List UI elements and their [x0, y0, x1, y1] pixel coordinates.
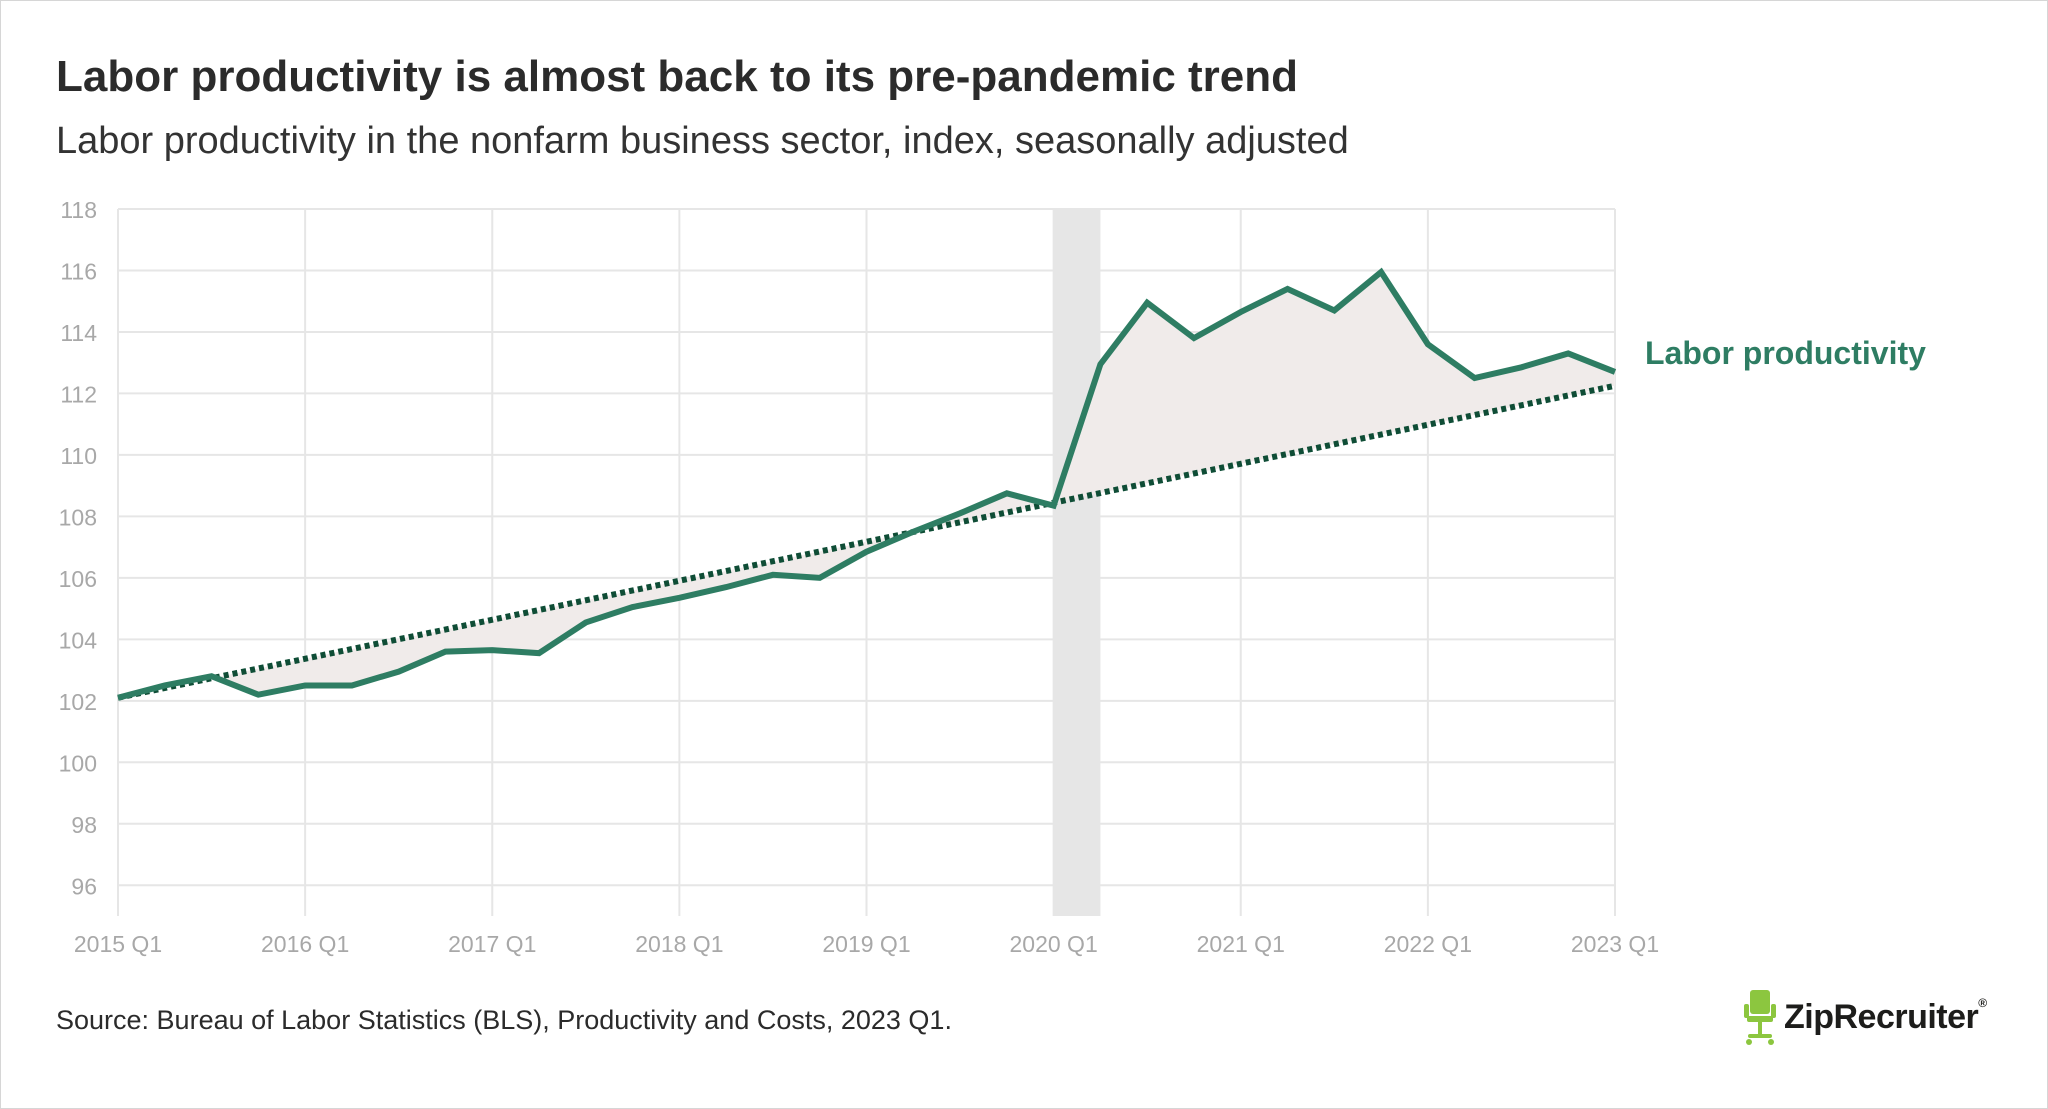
x-tick-label: 2017 Q1 — [448, 931, 536, 957]
y-tick-label: 110 — [60, 443, 97, 469]
y-tick-label: 112 — [60, 381, 97, 407]
y-tick-label: 106 — [59, 566, 97, 592]
y-tick-label: 114 — [60, 320, 97, 346]
x-tick-label: 2016 Q1 — [261, 931, 349, 957]
y-tick-label: 100 — [59, 750, 97, 776]
y-tick-label: 102 — [59, 689, 97, 715]
registered-mark: ® — [1978, 995, 1987, 1010]
x-tick-label: 2019 Q1 — [822, 931, 910, 957]
x-tick-label: 2020 Q1 — [1010, 931, 1098, 957]
ziprecruiter-logo: ZipRecruiter® — [1742, 988, 1987, 1046]
y-tick-label: 98 — [71, 812, 97, 838]
brand-name: ZipRecruiter® — [1784, 995, 1987, 1036]
x-tick-label: 2021 Q1 — [1197, 931, 1285, 957]
productivity-line — [117, 267, 1617, 701]
x-tick-label: 2015 Q1 — [74, 931, 162, 957]
x-tick-label: 2023 Q1 — [1571, 931, 1659, 957]
series-label: Labor productivity — [1645, 335, 1926, 371]
trend-line — [117, 382, 1616, 701]
y-tick-label: 116 — [60, 258, 97, 284]
y-tick-label: 96 — [71, 873, 97, 899]
gap-fill-area — [118, 272, 1615, 698]
x-tick-label: 2022 Q1 — [1384, 931, 1472, 957]
x-tick-label: 2018 Q1 — [635, 931, 723, 957]
y-tick-label: 108 — [59, 504, 97, 530]
y-tick-label: 104 — [59, 627, 98, 653]
chart-title: Labor productivity is almost back to its… — [56, 52, 1299, 101]
y-tick-label: 118 — [60, 197, 97, 223]
recession-band — [1053, 209, 1101, 916]
chart-subtitle: Labor productivity in the nonfarm busine… — [56, 120, 1349, 162]
chair-icon — [1744, 990, 1776, 1045]
source-note: Source: Bureau of Labor Statistics (BLS)… — [56, 1005, 952, 1035]
